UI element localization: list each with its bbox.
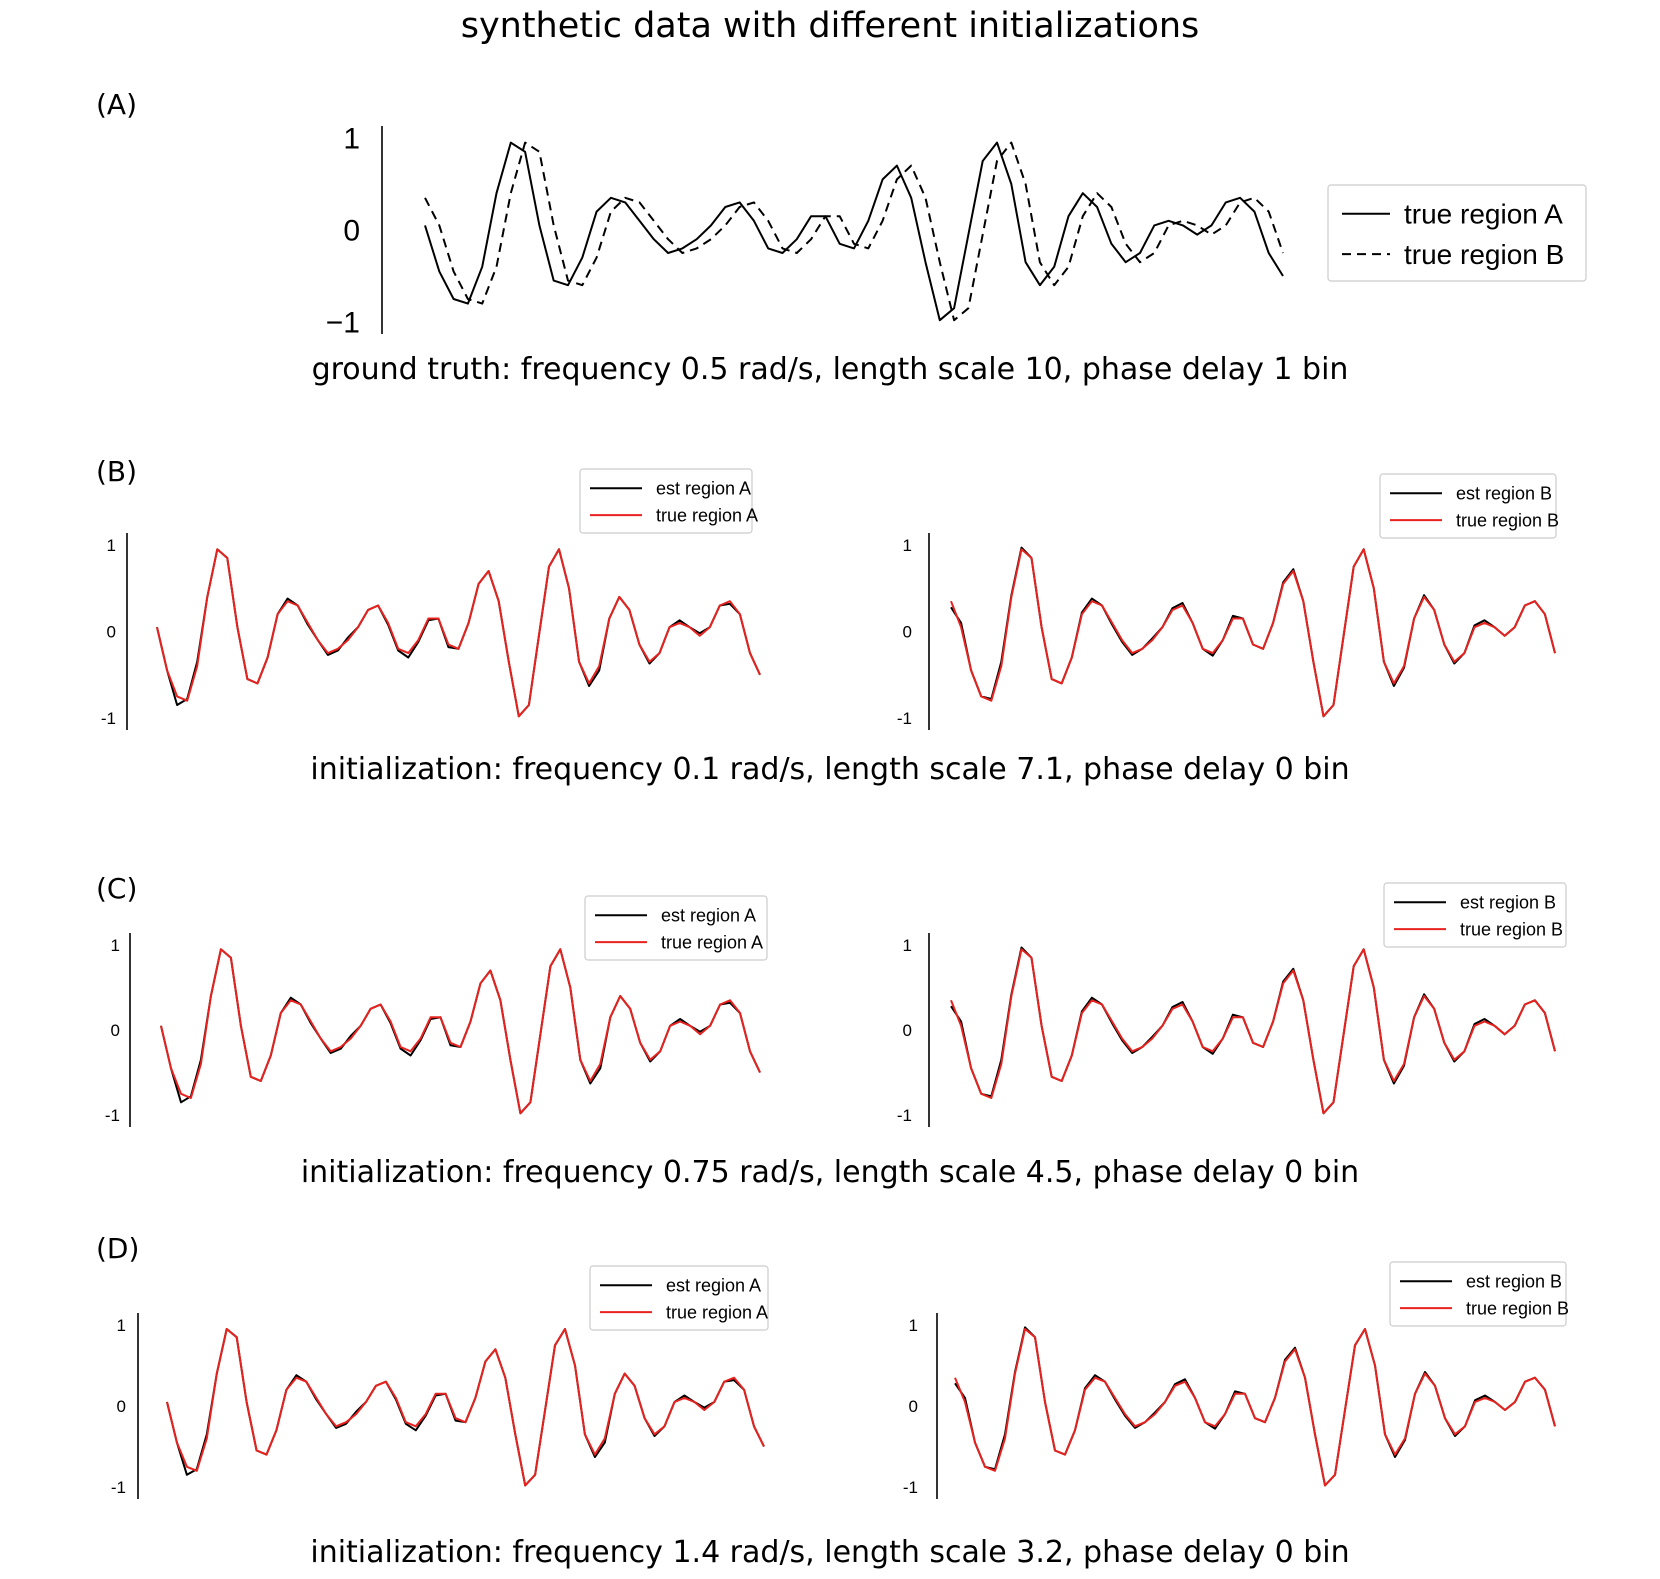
legend: est region A true region A [589,1265,769,1331]
legend: true region A true region B [1327,184,1587,282]
caption-c: initialization: frequency 0.75 rad/s, le… [300,1155,1360,1190]
legend: est region B true region B [1389,1261,1569,1327]
legend-label: est region B [1456,484,1552,504]
panel-label-c: (C) [96,872,138,905]
chart-D-left: 1 0 -1 est region A true region A [111,1265,769,1499]
legend-label: true region A [1404,199,1563,230]
y-tick-label: 0 [903,1021,912,1040]
y-tick-label: 1 [343,123,360,156]
y-tick-label: -1 [903,1478,918,1497]
legend-box [584,895,768,961]
legend-label: true region B [1460,919,1563,939]
y-tick-label: 1 [909,1316,918,1335]
legend-box [589,1265,769,1331]
y-tick-label: -1 [101,709,116,728]
y-tick-label: 1 [111,936,120,955]
legend-label: est region A [661,906,756,926]
y-tick-label: 1 [903,536,912,555]
legend: est region A true region A [579,468,758,534]
series-line-true-region-A [424,141,1284,322]
legend-label: true region B [1404,239,1564,270]
legend: est region B true region B [1383,882,1567,948]
y-tick-label: -1 [111,1478,126,1497]
legend-label: true region B [1456,510,1559,530]
y-tick-label: 1 [903,936,912,955]
y-tick-label: 0 [903,622,912,641]
y-tick-label: 0 [111,1021,120,1040]
legend-label: est region B [1466,1272,1562,1292]
panel-label-d: (D) [96,1232,140,1265]
chart-A: 1 0 −1 true region A true region B [326,123,1587,340]
y-tick-label: 0 [343,215,360,248]
y-tick-label: -1 [897,709,912,728]
legend-label: true region A [666,1302,768,1322]
series-line-true-region-A [166,1328,765,1487]
figure-title: synthetic data with different initializa… [460,6,1200,46]
legend-box [1389,1261,1567,1327]
series-line-true-region-B [424,141,1284,322]
legend-label: true region B [1466,1298,1569,1318]
legend-box [1379,473,1557,539]
panel-label-a: (A) [96,88,138,121]
chart-C-left: 1 0 -1 est region A true region A [105,895,768,1127]
legend-box [579,468,753,534]
chart-D-right: 1 0 -1 est region B true region B [903,1261,1569,1499]
series-line-est-region-A [166,1328,765,1487]
y-tick-label: -1 [105,1106,120,1125]
chart-B-right: 1 0 -1 est region B true region B [897,473,1559,730]
legend: est region B true region B [1379,473,1559,539]
legend-box [1327,184,1587,282]
series-line-true-region-A [160,948,761,1115]
caption-a: ground truth: frequency 0.5 rad/s, lengt… [311,352,1349,387]
y-tick-label: 0 [117,1397,126,1416]
legend-box [1383,882,1567,948]
legend-label: est region A [666,1276,761,1296]
y-tick-label: 1 [107,536,116,555]
legend: est region A true region A [584,895,768,961]
y-tick-label: 0 [107,622,116,641]
y-tick-label: 0 [909,1397,918,1416]
series-line-true-region-A [156,548,761,718]
legend-label: true region A [656,505,758,525]
caption-d: initialization: frequency 1.4 rad/s, len… [310,1535,1350,1570]
legend-label: est region B [1460,893,1556,913]
series-line-true-region-B [954,1328,1556,1487]
chart-C-right: 1 0 -1 est region B true region B [897,882,1567,1127]
y-tick-label: 1 [117,1316,126,1335]
series-line-est-region-A [156,548,761,718]
legend-label: est region A [656,479,751,499]
y-tick-label: −1 [326,307,360,340]
chart-B-left: 1 0 -1 est region A true region A [101,468,761,730]
legend-label: true region A [661,932,763,952]
series-line-est-region-A [160,948,761,1115]
caption-b: initialization: frequency 0.1 rad/s, len… [310,752,1350,787]
series-line-true-region-B [950,948,1556,1115]
series-line-true-region-B [950,548,1556,718]
panel-label-b: (B) [96,455,138,488]
y-tick-label: -1 [897,1106,912,1125]
